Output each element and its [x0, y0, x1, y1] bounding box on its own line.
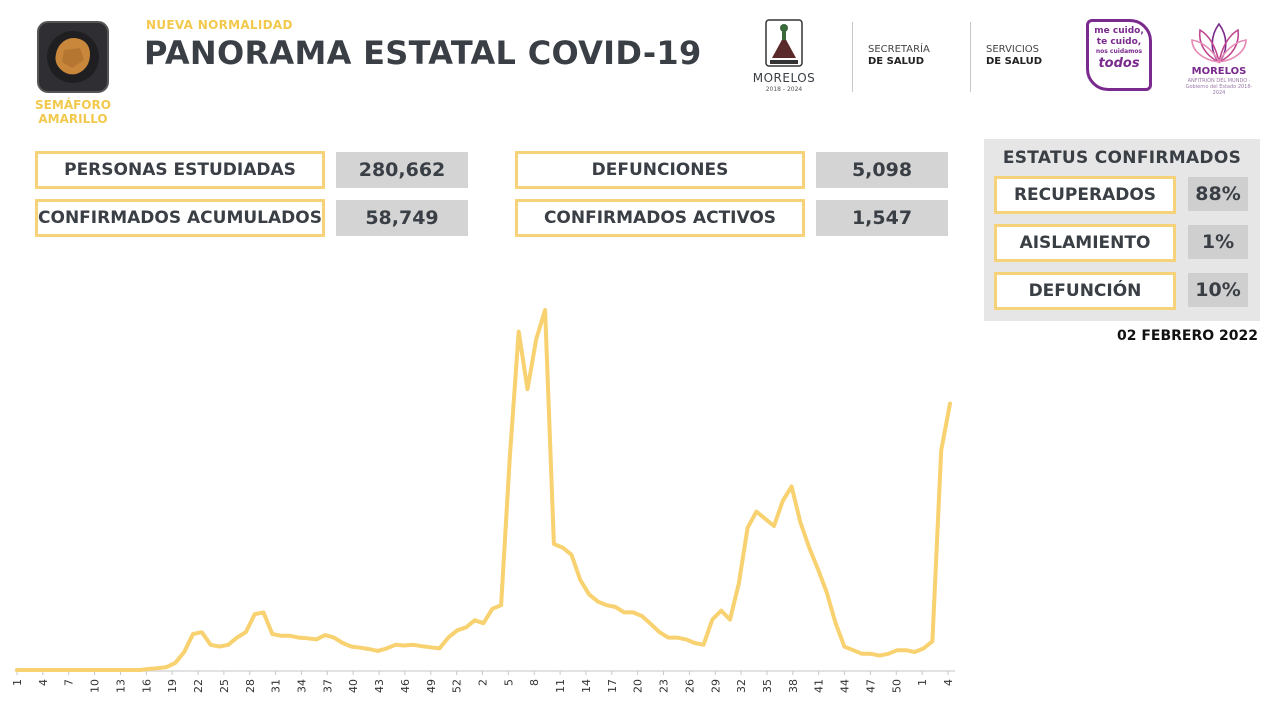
x-tick-label: 5 — [502, 679, 515, 686]
stat-label-personas-estudiadas: PERSONAS ESTUDIADAS — [35, 151, 325, 189]
x-tick-label: 46 — [399, 679, 412, 693]
stat-value-confirmados-activos: 1,547 — [816, 200, 948, 236]
stat-label-defunciones: DEFUNCIONES — [515, 151, 805, 189]
status-label-aislamiento: AISLAMIENTO — [994, 224, 1176, 262]
servicios-logo-line2: DE SALUD — [986, 56, 1042, 67]
lotus-logo-subtitle: ANFITRIÓN DEL MUNDO · Gobierno del Estad… — [1185, 78, 1253, 96]
x-tick-label: 40 — [347, 679, 360, 693]
stat-value-personas-estudiadas: 280,662 — [336, 152, 468, 188]
morelos-coat-of-arms-icon — [760, 18, 808, 70]
x-tick-label: 11 — [554, 679, 567, 693]
x-tick-label: 31 — [270, 679, 283, 693]
x-tick-label: 26 — [683, 679, 696, 693]
x-tick-label: 50 — [890, 679, 903, 693]
x-tick-label: 13 — [114, 679, 127, 693]
x-tick-label: 43 — [373, 679, 386, 693]
x-tick-label: 32 — [735, 679, 748, 693]
series-line — [15, 308, 952, 672]
status-value-defuncion: 10% — [1188, 273, 1248, 307]
me-cuido-badge: me cuido, te cuido, nos cuidamos todos — [1086, 19, 1152, 91]
status-panel-title: ESTATUS CONFIRMADOS — [1002, 148, 1242, 168]
morelos-logo-text: MORELOS — [752, 71, 816, 85]
x-tick-label: 1 — [11, 679, 24, 686]
lotus-logo-name: MORELOS — [1191, 66, 1247, 77]
x-tick-label: 19 — [166, 679, 179, 693]
secretaria-logo-line2: DE SALUD — [868, 56, 924, 67]
secretaria-logo-line1: SECRETARÍA — [868, 44, 930, 55]
x-tick-label: 41 — [813, 679, 826, 693]
x-tick-label: 37 — [321, 679, 334, 693]
x-tick-label: 52 — [451, 679, 464, 693]
me-cuido-line2: te cuido, — [1096, 37, 1142, 47]
stat-value-defunciones: 5,098 — [816, 152, 948, 188]
status-value-aislamiento: 1% — [1188, 225, 1248, 259]
semaforo-label: SEMÁFORO AMARILLO — [35, 98, 111, 126]
x-tick-label: 35 — [761, 679, 774, 693]
status-value-recuperados: 88% — [1188, 177, 1248, 211]
x-axis-ticks — [16, 671, 949, 675]
stat-value-confirmados-acumulados: 58,749 — [336, 200, 468, 236]
x-tick-label: 49 — [425, 679, 438, 693]
x-tick-label: 1 — [916, 679, 929, 686]
x-axis-tick-labels: 1 4 7 10 13 16 19 22 25 28 31 34 37 40 43 46 49 52 2 5 8 11 14… — [11, 679, 955, 693]
x-tick-label: 8 — [528, 679, 541, 686]
x-tick-label: 25 — [218, 679, 231, 693]
status-label-defuncion: DEFUNCIÓN — [994, 272, 1176, 310]
x-tick-label: 7 — [63, 679, 76, 686]
x-tick-label: 4 — [942, 679, 955, 686]
me-cuido-line1: me cuido, — [1094, 26, 1144, 36]
x-tick-label: 29 — [709, 679, 722, 693]
report-date: 02 FEBRERO 2022 — [1116, 328, 1258, 344]
lotus-logo-icon — [1190, 18, 1248, 66]
x-tick-label: 14 — [580, 679, 593, 693]
x-tick-label: 17 — [606, 679, 619, 693]
stat-label-confirmados-acumulados: CONFIRMADOS ACUMULADOS — [35, 199, 325, 237]
x-tick-label: 16 — [140, 679, 153, 693]
x-tick-label: 22 — [192, 679, 205, 693]
x-tick-label: 23 — [658, 679, 671, 693]
logo-divider — [852, 22, 853, 92]
cases-line-chart: 1 4 7 10 13 16 19 22 25 28 31 34 37 40 43 46 49 52 2 5 8 11 14… — [11, 308, 955, 693]
page-kicker: NUEVA NORMALIDAD — [146, 18, 293, 32]
x-tick-label: 34 — [296, 679, 309, 693]
semaforo-icon — [36, 20, 110, 94]
morelos-logo-years: 2018 - 2024 — [765, 86, 803, 93]
me-cuido-line4: todos — [1098, 56, 1140, 71]
servicios-logo-line1: SERVICIOS — [986, 44, 1040, 55]
status-label-recuperados: RECUPERADOS — [994, 176, 1176, 214]
x-tick-label: 44 — [839, 679, 852, 693]
x-tick-label: 20 — [632, 679, 645, 693]
x-tick-label: 4 — [37, 679, 50, 686]
x-tick-label: 38 — [787, 679, 800, 693]
x-tick-label: 2 — [477, 679, 490, 686]
me-cuido-line3: nos cuidamos — [1095, 48, 1143, 55]
page-title: PANORAMA ESTATAL COVID-19 — [144, 34, 702, 72]
x-tick-label: 10 — [89, 679, 102, 693]
logo-divider — [970, 22, 971, 92]
x-tick-label: 47 — [864, 679, 877, 693]
x-tick-label: 28 — [244, 679, 257, 693]
stat-label-confirmados-activos: CONFIRMADOS ACTIVOS — [515, 199, 805, 237]
